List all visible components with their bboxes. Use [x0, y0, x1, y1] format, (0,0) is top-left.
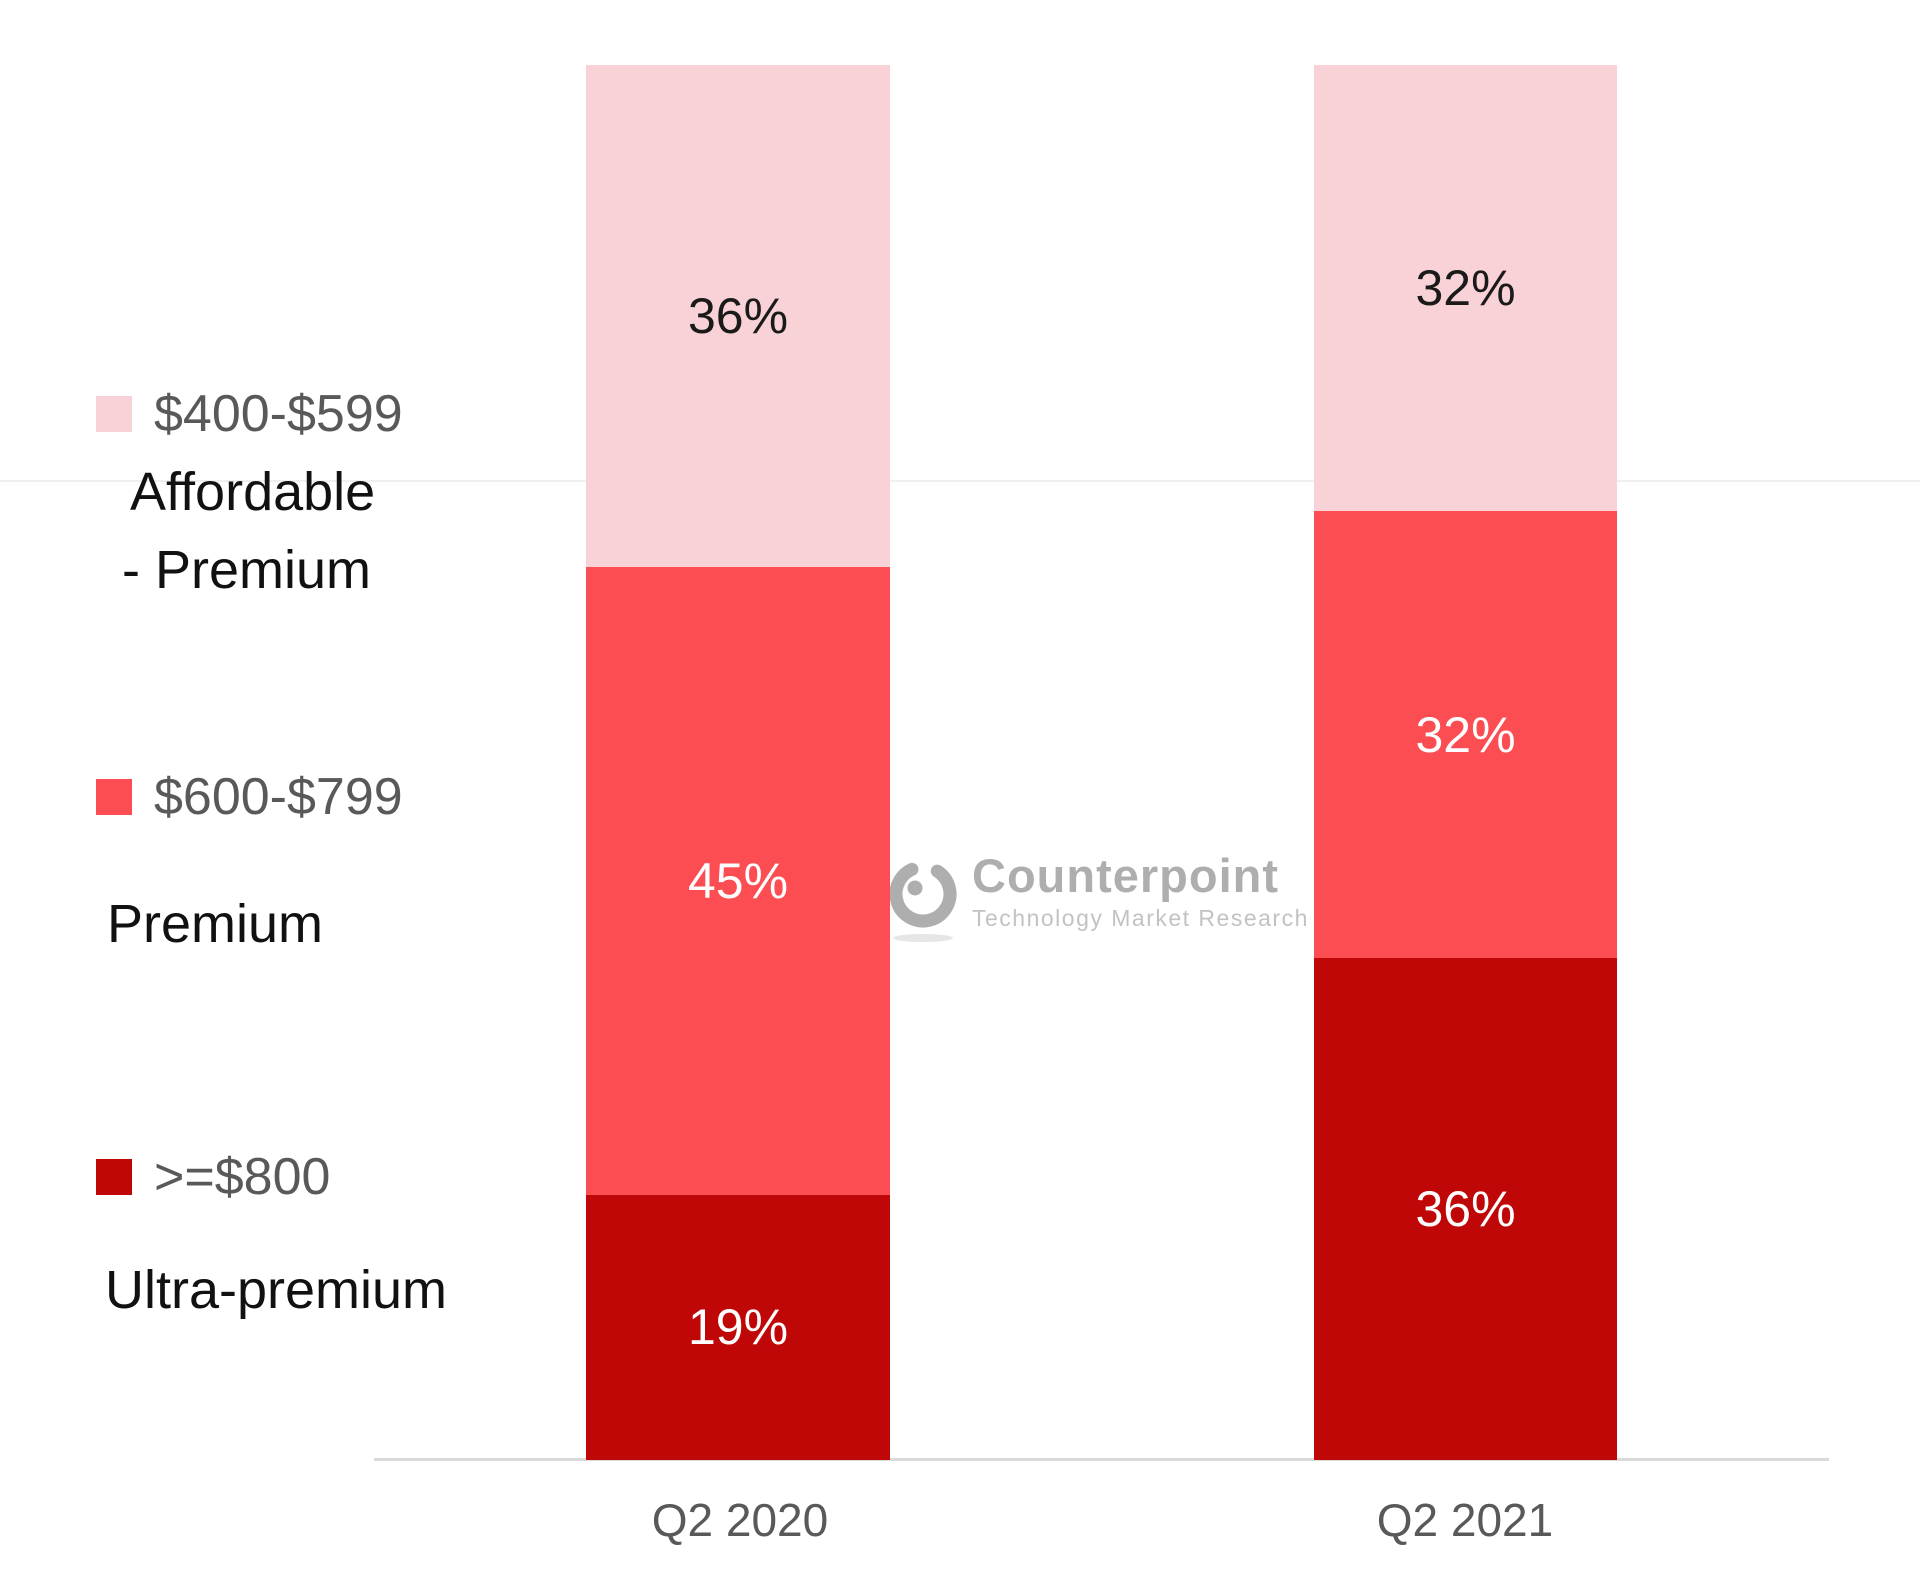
legend-swatch-premium — [96, 779, 132, 815]
bar-segment-label: 45% — [687, 853, 789, 910]
bar-segment-label: 32% — [1415, 260, 1516, 317]
bar-segment-label: 19% — [687, 1299, 789, 1356]
x-axis-label-q2-2021: Q2 2021 — [1376, 1494, 1554, 1546]
bar-q2-2020: 36% 45% 19% — [586, 65, 890, 1460]
legend-swatch-affordable-premium — [96, 396, 132, 432]
legend-price-range-premium: $600-$799 — [154, 768, 403, 826]
legend-swatch-ultra-premium — [96, 1159, 132, 1195]
legend-tier-ultra-premium: Ultra-premium — [105, 1260, 448, 1320]
watermark-tagline: Technology Market Research — [972, 905, 1309, 931]
bar-segment: 36% — [1314, 957, 1617, 1460]
bar-segment-label: 36% — [1415, 1180, 1516, 1237]
bar-segment: 45% — [586, 567, 890, 1195]
counterpoint-logo-icon — [889, 860, 957, 942]
bar-segment-label: 36% — [687, 288, 789, 345]
x-axis-label-q2-2020: Q2 2020 — [651, 1494, 829, 1546]
counterpoint-watermark: Counterpoint Technology Market Research — [884, 852, 1309, 944]
legend-tier-affordable: Affordable — [130, 462, 376, 522]
watermark-brand: Counterpoint — [972, 849, 1279, 902]
x-axis-line — [374, 1458, 1829, 1461]
bar-segment: 32% — [1314, 511, 1617, 958]
bar-q2-2021: 32% 32% 36% — [1314, 65, 1617, 1460]
legend-tier-premium: Premium — [107, 894, 324, 954]
legend-price-range-affordable-premium: $400-$599 — [154, 385, 403, 443]
legend-price-range-ultra-premium: >=$800 — [154, 1148, 331, 1206]
bar-segment-label: 32% — [1415, 706, 1516, 763]
bar-segment: 32% — [1314, 65, 1617, 512]
legend-tier-premium-cont: - Premium — [122, 540, 372, 600]
horizontal-gridline — [0, 480, 1920, 482]
bar-segment: 36% — [586, 65, 890, 568]
bar-segment: 19% — [586, 1194, 890, 1460]
